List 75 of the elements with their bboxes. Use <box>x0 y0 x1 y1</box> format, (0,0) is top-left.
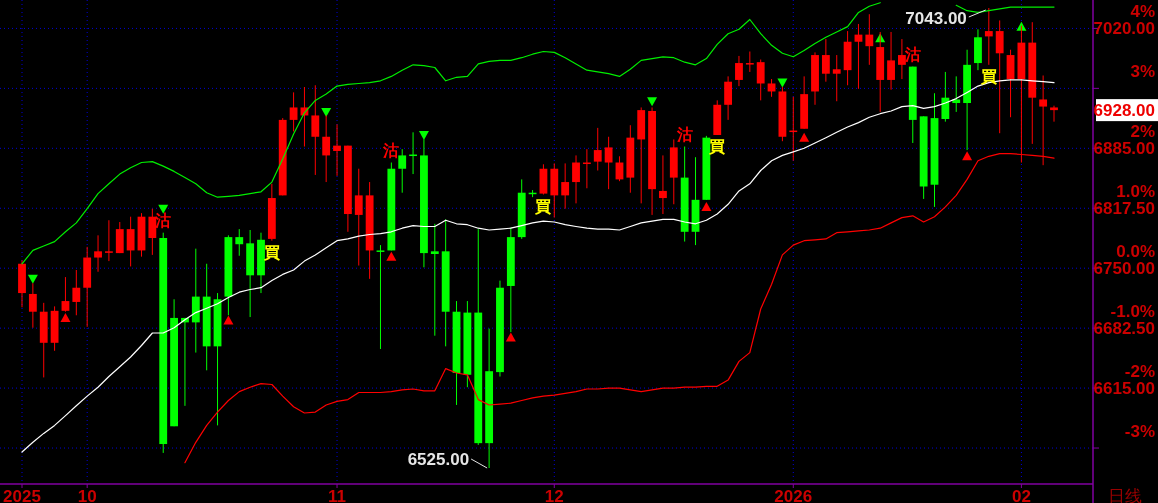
candlestick <box>745 51 754 73</box>
candlestick <box>593 127 602 172</box>
candlestick <box>984 7 993 66</box>
candlestick <box>115 221 124 254</box>
point <box>701 201 712 211</box>
point <box>60 312 71 322</box>
x-tick-label: 11 <box>328 486 347 503</box>
y2-tick-label: 1.0% <box>1116 181 1155 201</box>
point <box>418 130 429 140</box>
point <box>321 107 332 117</box>
x-tick-label: 2025 <box>3 486 41 503</box>
y-tick-label: 7020.00 <box>1093 18 1155 38</box>
annotation: 7043.00 <box>905 9 967 29</box>
candlestick <box>376 244 385 350</box>
text: 沽 <box>676 126 693 144</box>
x-tick-label: 12 <box>544 486 564 503</box>
candlestick <box>995 19 1004 134</box>
y-tick-label: 6885.00 <box>1093 138 1155 158</box>
candlestick <box>659 154 667 215</box>
y2-tick-label: 4% <box>1130 1 1155 21</box>
text: 買 <box>980 68 997 86</box>
candlestick <box>311 84 320 176</box>
point <box>386 251 397 261</box>
candlestick <box>724 75 733 121</box>
point <box>962 151 973 161</box>
candlestick <box>94 234 102 273</box>
text: 日线 <box>1108 486 1142 503</box>
y2-tick-label: -2% <box>1124 361 1155 381</box>
x-tick-label: 10 <box>77 486 97 503</box>
point <box>505 332 516 342</box>
y2-tick-label: 3% <box>1130 61 1155 81</box>
y-tick-label: 6615.00 <box>1093 378 1155 398</box>
point <box>27 274 38 284</box>
y2-tick-label: 0.0% <box>1116 241 1155 261</box>
candlestick <box>398 148 407 194</box>
y2-tick-label: 2% <box>1130 121 1155 141</box>
candlestick <box>735 55 743 87</box>
candlestick <box>1050 105 1058 123</box>
candlestick <box>1039 74 1048 166</box>
y-tick-label: 6817.50 <box>1093 198 1155 218</box>
candlestick <box>604 136 613 190</box>
text: 沽 <box>155 212 172 230</box>
point <box>647 97 658 107</box>
x-tick-label: 2026 <box>774 486 813 503</box>
candlestick <box>289 91 298 132</box>
candlestick <box>756 59 765 101</box>
x-tick-label: 02 <box>1011 486 1031 503</box>
candlestick <box>952 75 961 113</box>
candlestick <box>148 208 157 256</box>
candlestick <box>821 38 830 83</box>
candlestick <box>887 31 895 91</box>
point <box>799 132 810 142</box>
y2-tick-label: -3% <box>1124 421 1155 441</box>
candlestick <box>832 54 841 102</box>
text: 沽 <box>383 142 400 160</box>
point <box>777 78 788 88</box>
y-tick-label: 6750.00 <box>1093 258 1155 278</box>
candlestick <box>430 223 439 337</box>
candlestick <box>72 269 81 316</box>
candlestick <box>865 13 874 66</box>
text: 沽 <box>904 46 921 64</box>
candlestick <box>354 168 363 267</box>
y-tick-label: 6682.50 <box>1093 318 1155 338</box>
candlestick <box>333 123 341 177</box>
candlestick <box>941 71 950 123</box>
candlestick <box>572 154 580 204</box>
candlestick <box>126 216 135 267</box>
candlestick <box>105 219 113 262</box>
point <box>223 315 234 325</box>
candlestick <box>561 162 570 210</box>
y2-tick-label: -1.0% <box>1110 301 1155 321</box>
candlestick <box>898 38 906 80</box>
text: 買 <box>535 197 552 215</box>
annotation: 6525.00 <box>407 449 470 469</box>
candlestick <box>235 228 244 257</box>
